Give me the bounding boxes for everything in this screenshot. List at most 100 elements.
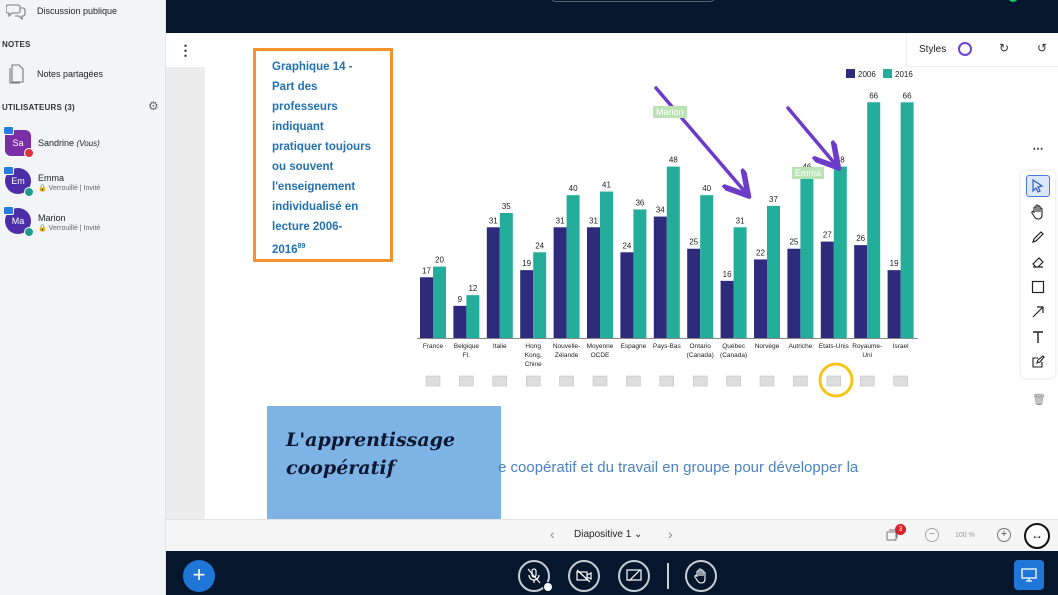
presenter-icon [3, 126, 14, 135]
undo-icon[interactable]: ↺ [1037, 41, 1048, 55]
x-tick-label: Belgique [454, 343, 480, 350]
avatar-initials: Em [11, 176, 25, 186]
bar-2006 [653, 216, 667, 338]
styles-panel: Styles ↻ ↺ [906, 33, 1058, 67]
bar-2006 [720, 280, 734, 338]
gear-icon[interactable]: ⚙ [148, 99, 159, 113]
x-tick-label: Ontario [690, 343, 712, 350]
x-tick-label: Etats-Unis [819, 343, 850, 350]
you-suffix: (Vous) [76, 139, 100, 148]
x-tick-label: (Canada) [687, 352, 714, 359]
shared-notes-item[interactable]: Notes partagées [9, 64, 103, 84]
card-title: L'apprentissage coopératif [286, 426, 501, 482]
public-chat-item[interactable]: Discussion publique [6, 2, 117, 20]
notes-icon [9, 64, 24, 84]
annotation-circle[interactable] [818, 362, 854, 398]
rectangle-tool-icon[interactable] [1026, 276, 1050, 298]
x-tick-label: (Canada) [720, 352, 747, 359]
x-tick-label: Québec [722, 343, 746, 350]
chat-icon [6, 4, 26, 20]
redo-icon[interactable]: ↻ [999, 41, 1010, 55]
bar-2016 [900, 102, 914, 339]
bar-2006 [887, 270, 901, 338]
hand-tool-icon[interactable] [1026, 201, 1050, 223]
user-name-text: Sandrine [38, 138, 75, 148]
user-list-item[interactable]: Sa Sandrine (Vous) [0, 126, 166, 162]
bar-2016 [433, 266, 446, 338]
bar-2016 [700, 195, 714, 338]
annotation-arrow[interactable] [786, 106, 836, 165]
layout-button[interactable] [1014, 560, 1044, 590]
user-status-text: Verrouillé | Invité [48, 225, 101, 232]
zoom-out-button[interactable]: − [925, 528, 939, 542]
usa-flag [826, 375, 842, 387]
bar-2016 [600, 191, 613, 338]
user-list-item[interactable]: Em Emma 🔒 Verrouillé | Invité [0, 166, 166, 202]
caption-year: 2016 [272, 243, 298, 256]
data-label: 31 [589, 216, 598, 225]
caption-line: l'enseignement [272, 181, 356, 193]
slide-body-text: e coopératif et du travail en groupe pou… [498, 459, 859, 476]
select-tool-icon[interactable] [1026, 175, 1050, 197]
uk-flag [859, 375, 875, 387]
microphone-muted-button[interactable] [518, 560, 550, 592]
caption-line: indiquant [272, 121, 324, 133]
note-tool-icon[interactable] [1026, 351, 1050, 373]
data-label: 24 [535, 241, 544, 250]
previous-slide-icon[interactable]: ‹ [550, 526, 555, 542]
legend-label: 2016 [895, 70, 913, 79]
slide-selector[interactable]: Diapositive 1 ⌄ [574, 529, 642, 540]
bar-2006 [620, 252, 634, 338]
raise-hand-button[interactable] [685, 560, 717, 592]
data-label: 19 [890, 259, 899, 268]
annotation-arrow[interactable] [654, 86, 746, 193]
divider [667, 563, 669, 589]
eraser-tool-icon[interactable] [1026, 251, 1050, 273]
audio-settings-icon[interactable] [543, 582, 553, 592]
data-label: 16 [723, 270, 732, 279]
next-slide-icon[interactable]: › [668, 526, 673, 542]
bar-2006 [820, 241, 834, 338]
slide-options-button[interactable]: ⋮ [166, 33, 205, 67]
data-label: 66 [869, 91, 878, 100]
caption-line: lecture 2006- [272, 221, 343, 233]
users-section-title: UTILISATEURS (3) [2, 103, 75, 112]
caption-line: individualisé en [272, 201, 359, 213]
bar-2016 [800, 173, 814, 338]
card-title-line: coopératif [286, 457, 395, 479]
x-tick-label: Espagne [621, 343, 647, 350]
color-picker-button[interactable] [958, 42, 972, 56]
more-options-icon[interactable]: ⋯ [1032, 143, 1044, 155]
italy-flag [492, 375, 508, 387]
x-tick-label: Pays-Bas [653, 343, 682, 350]
netherlands-flag [659, 375, 675, 387]
actions-plus-button[interactable]: + [183, 560, 215, 592]
screen-share-off-button[interactable] [618, 560, 650, 592]
trash-icon[interactable]: 🗑 [1032, 394, 1046, 406]
bar-2006 [453, 305, 467, 338]
arrow-tool-icon[interactable] [1026, 301, 1050, 323]
zoom-in-button[interactable]: + [997, 528, 1011, 542]
china-flag [525, 375, 541, 387]
x-tick-label: Hong [525, 343, 541, 350]
avatar-initials: Sa [12, 138, 24, 148]
france-flag [425, 375, 441, 387]
caption-line: Part des [272, 81, 318, 93]
text-tool-icon[interactable] [1026, 326, 1050, 348]
user-list-item[interactable]: Ma Marion 🔒 Verrouillé | Invité [0, 206, 166, 242]
x-tick-label: Zélande [555, 352, 579, 359]
bar-2016 [867, 102, 881, 339]
bar-2016 [533, 252, 547, 338]
data-label: 24 [622, 241, 631, 250]
x-tick-label: Chine [525, 361, 542, 368]
data-label: 37 [769, 195, 778, 204]
data-label: 22 [756, 248, 765, 257]
fit-width-button[interactable]: ↔ [1024, 523, 1050, 549]
x-tick-label: Fl. [463, 352, 470, 359]
camera-off-button[interactable] [568, 560, 600, 592]
caption-line: pratiquer toujours [272, 141, 372, 153]
pencil-tool-icon[interactable] [1026, 226, 1050, 248]
data-label: 36 [635, 198, 644, 207]
public-chat-label: Discussion publique [37, 6, 118, 16]
data-label: 31 [489, 216, 498, 225]
